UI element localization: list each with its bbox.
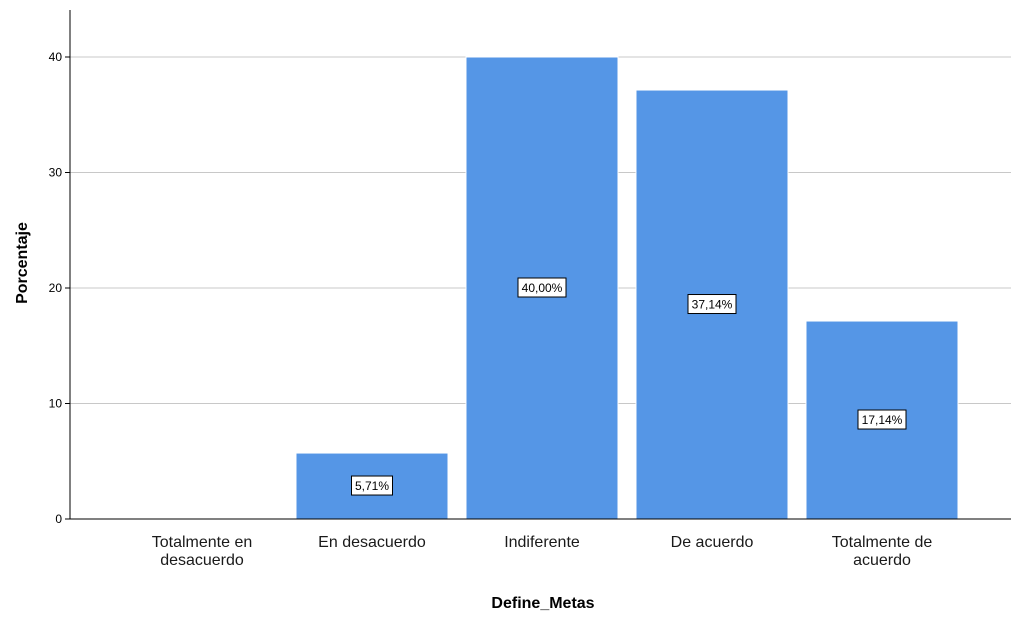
x-category-label: Indiferente bbox=[504, 534, 580, 551]
data-label-text: 17,14% bbox=[862, 413, 903, 427]
y-tick-label: 0 bbox=[55, 512, 62, 526]
axes bbox=[69, 10, 1011, 520]
data-label-text: 37,14% bbox=[692, 298, 733, 312]
x-category-label: Totalmente de bbox=[832, 534, 933, 551]
data-label-text: 40,00% bbox=[522, 281, 563, 295]
x-axis-title: Define_Metas bbox=[491, 595, 594, 612]
y-tick-label: 40 bbox=[49, 50, 63, 64]
data-label: 17,14% bbox=[857, 409, 907, 430]
y-tick-label: 20 bbox=[49, 281, 63, 295]
y-axis-title: Porcentaje bbox=[14, 222, 31, 304]
data-labels: 5,71% 40,00% 37,14% 17,14% bbox=[351, 277, 907, 496]
x-category-label: En desacuerdo bbox=[318, 534, 426, 551]
y-tick-labels: 0 10 20 30 40 bbox=[49, 50, 70, 526]
data-label: 40,00% bbox=[517, 277, 567, 298]
x-category-label: acuerdo bbox=[853, 552, 911, 569]
x-category-label: desacuerdo bbox=[160, 552, 244, 569]
data-label: 5,71% bbox=[351, 475, 393, 496]
data-label-box bbox=[687, 294, 737, 315]
data-label-text: 5,71% bbox=[355, 479, 389, 493]
y-tick-label: 10 bbox=[49, 397, 63, 411]
data-label-box bbox=[351, 475, 393, 496]
x-category-label: De acuerdo bbox=[671, 534, 754, 551]
data-label: 37,14% bbox=[687, 294, 737, 315]
y-tick-label: 30 bbox=[49, 166, 63, 180]
data-label-box bbox=[517, 277, 567, 298]
data-label-box bbox=[857, 409, 907, 430]
x-category-label: Totalmente en bbox=[152, 534, 253, 551]
